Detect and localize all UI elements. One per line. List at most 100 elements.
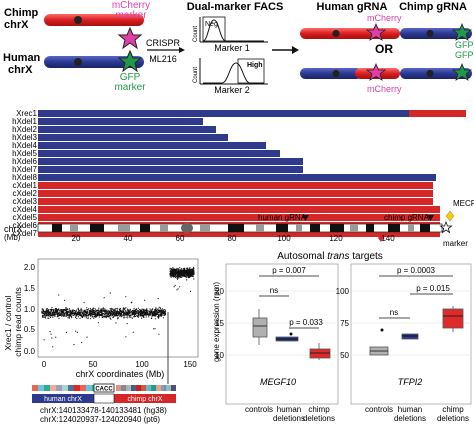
coverage-point — [131, 317, 133, 319]
mcherry-star-icon — [117, 26, 143, 50]
chimp-centromere — [74, 16, 82, 24]
coverage-point — [51, 337, 53, 339]
coverage-point — [52, 316, 54, 318]
megf10-plot-area — [225, 263, 339, 405]
coverage-point — [119, 313, 121, 315]
coverage-point — [148, 313, 150, 315]
coverage-point — [79, 313, 81, 315]
coverage-point — [125, 316, 127, 318]
coverage-point — [101, 312, 103, 314]
scatter-yticks: 0.0 0.5 1.0 1.5 2.0 — [24, 263, 36, 356]
coverage-point — [185, 267, 187, 269]
facs-arrowhead-icon — [292, 46, 299, 54]
coverage-point — [158, 312, 160, 314]
coverage-point — [185, 272, 187, 274]
scatter-ytick: 1.5 — [24, 284, 36, 293]
coverage-point — [121, 312, 123, 314]
coverage-point — [179, 267, 181, 269]
coverage-point — [150, 317, 153, 320]
mecp2-label: MECP2 — [453, 199, 474, 208]
coverage-point — [109, 314, 112, 316]
coverage-point — [171, 272, 173, 274]
coverage-point — [77, 309, 79, 311]
coverage-point — [140, 314, 142, 317]
coverage-point — [190, 268, 192, 271]
coverage-point — [189, 270, 191, 272]
coverage-point — [122, 310, 124, 312]
coverage-point — [70, 313, 72, 315]
coverage-point — [104, 314, 106, 316]
clone-label: cXdel2 — [13, 189, 38, 198]
clone-bar-human — [38, 118, 203, 125]
autosomal-boxplots: Autosomal trans targets gene expression … — [212, 251, 472, 423]
tfpi2-ytick: 75 — [340, 319, 349, 328]
coverage-point — [154, 318, 156, 320]
coverage-point — [153, 309, 155, 311]
coverage-point — [193, 269, 195, 271]
coverage-point — [157, 298, 159, 300]
coverage-point — [98, 316, 100, 318]
coverage-point — [107, 312, 109, 314]
coverage-point — [160, 310, 162, 312]
coverage-point — [178, 275, 180, 277]
coverage-point — [184, 273, 186, 275]
coverage-point — [177, 268, 179, 270]
coverage-point — [111, 315, 113, 317]
coverage-point — [186, 279, 188, 281]
coverage-point — [83, 301, 85, 304]
tfpi2-pval-human-chimp: p = 0.015 — [416, 284, 450, 293]
coverage-point — [156, 312, 158, 314]
coverage-point — [141, 308, 143, 310]
coverage-point — [177, 273, 179, 276]
coverage-point — [155, 308, 157, 310]
coverage-point — [84, 312, 86, 314]
coverage-point — [65, 312, 67, 314]
coverage-point — [52, 311, 55, 313]
coverage-point — [173, 286, 175, 288]
coverage-point — [140, 312, 142, 314]
coverage-point — [86, 314, 88, 317]
human-centromere — [74, 58, 82, 66]
coverage-point — [60, 310, 62, 312]
coverage-point — [182, 270, 184, 272]
coverage-point — [102, 312, 104, 315]
coverage-point — [189, 274, 191, 276]
clone-row-hxdel4: hXdel4 — [12, 141, 266, 150]
coverage-point — [109, 308, 111, 310]
or-label: OR — [375, 42, 393, 56]
human-grna-triangle-icon — [302, 215, 309, 221]
coverage-point — [150, 309, 152, 311]
coverage-point — [153, 310, 155, 313]
coverage-point — [87, 309, 89, 311]
coverage-point — [117, 307, 119, 309]
coverage-point — [141, 314, 143, 316]
coverage-point — [104, 312, 106, 314]
coverage-point — [159, 307, 161, 309]
coverage-point — [152, 313, 154, 316]
group-label-chimp-2: deletions — [303, 414, 335, 423]
coverage-point — [157, 309, 159, 312]
coverage-point — [90, 312, 92, 314]
coverage-point — [125, 307, 127, 309]
tfpi2-ytick: 50 — [340, 351, 349, 360]
coverage-point — [118, 311, 120, 313]
coverage-point — [146, 313, 149, 316]
scatter-ytick: 0.0 — [24, 347, 36, 356]
coverage-point — [49, 316, 52, 318]
scatter-xlabel: chrX coordinates (Mb) — [76, 369, 165, 379]
chimp-chromosome — [44, 14, 144, 26]
coverage-point — [178, 271, 180, 274]
coverage-point — [63, 312, 65, 314]
coverage-point — [114, 309, 116, 311]
coverage-point — [73, 309, 75, 312]
coverage-point — [169, 269, 171, 271]
coverage-point — [162, 311, 164, 313]
coverage-point — [174, 284, 176, 286]
coverage-point — [44, 310, 46, 312]
coverage-point — [58, 317, 60, 319]
facs-histogram-1: Neg Count Marker 1 — [193, 16, 268, 53]
coverage-point — [148, 310, 150, 312]
coverage-point — [117, 309, 119, 311]
coverage-point — [176, 268, 178, 271]
